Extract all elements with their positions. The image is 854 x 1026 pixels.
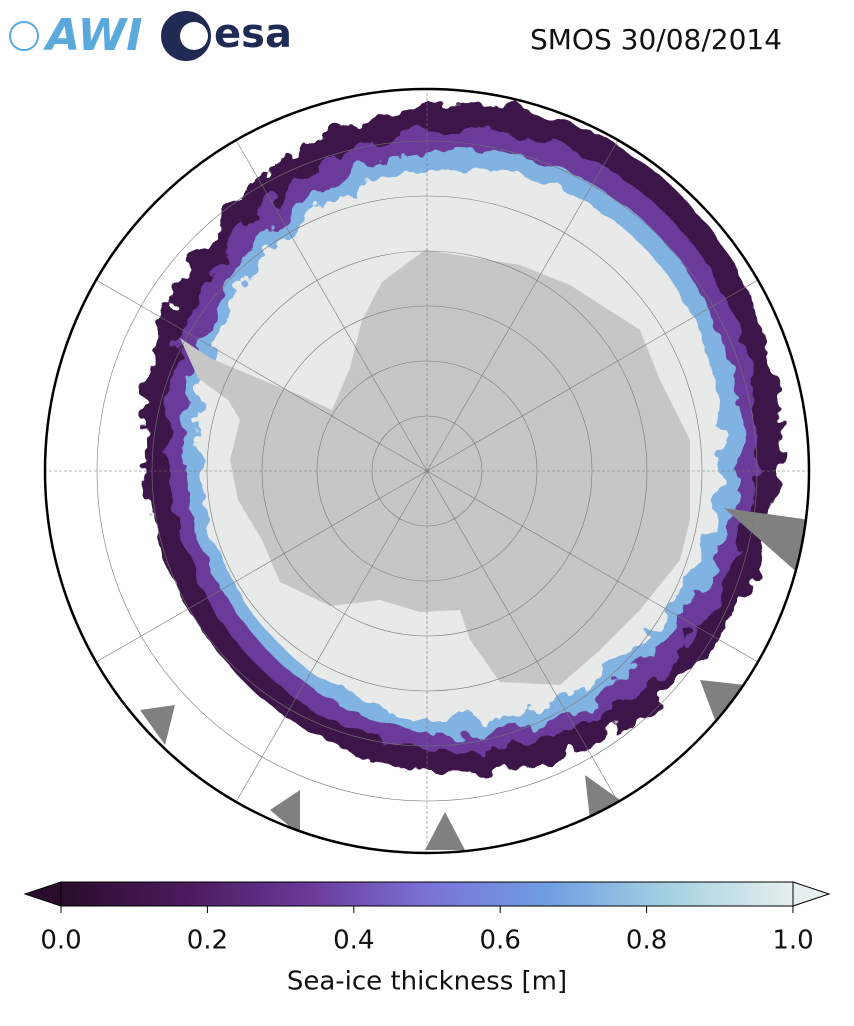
meridian xyxy=(89,470,428,667)
meridian xyxy=(426,470,623,809)
tick-label: 0.6 xyxy=(480,926,521,956)
colorbar-extend-min xyxy=(23,881,62,907)
tick-label: 0.4 xyxy=(333,926,374,956)
logo-text: esa xyxy=(214,11,292,57)
meridian xyxy=(231,133,428,472)
logo-icon xyxy=(9,21,39,51)
colorbar-gradient xyxy=(60,881,794,907)
tick-label: 0.2 xyxy=(187,926,228,956)
logo-icon xyxy=(180,22,208,50)
tick-label: 0.0 xyxy=(40,926,81,956)
colorbar: Sea-ice thickness [m] 0.0 0.2 0.4 0.6 0.8 1.0 xyxy=(23,881,831,997)
meridian xyxy=(426,275,765,472)
colorbar-extend-max xyxy=(792,881,831,907)
awi-logo: AWI xyxy=(9,10,143,61)
tick-label: 0.8 xyxy=(626,926,667,956)
map-frame xyxy=(43,87,811,855)
antarctica xyxy=(180,250,690,685)
meridian xyxy=(231,470,428,809)
tick-label: 1.0 xyxy=(772,926,813,956)
logo-text: AWI xyxy=(43,10,143,61)
esa-logo: esa xyxy=(161,11,292,61)
map-title: SMOS 30/08/2014 xyxy=(530,23,782,56)
colorbar-label: Sea-ice thickness [m] xyxy=(287,967,567,997)
meridian xyxy=(89,275,428,472)
land-mask xyxy=(140,508,809,850)
map xyxy=(45,89,809,853)
meridian xyxy=(426,133,623,472)
meridian xyxy=(426,470,765,667)
graticule xyxy=(45,89,809,853)
